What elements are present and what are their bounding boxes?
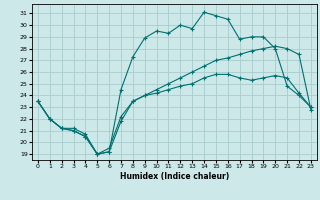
- X-axis label: Humidex (Indice chaleur): Humidex (Indice chaleur): [120, 172, 229, 181]
